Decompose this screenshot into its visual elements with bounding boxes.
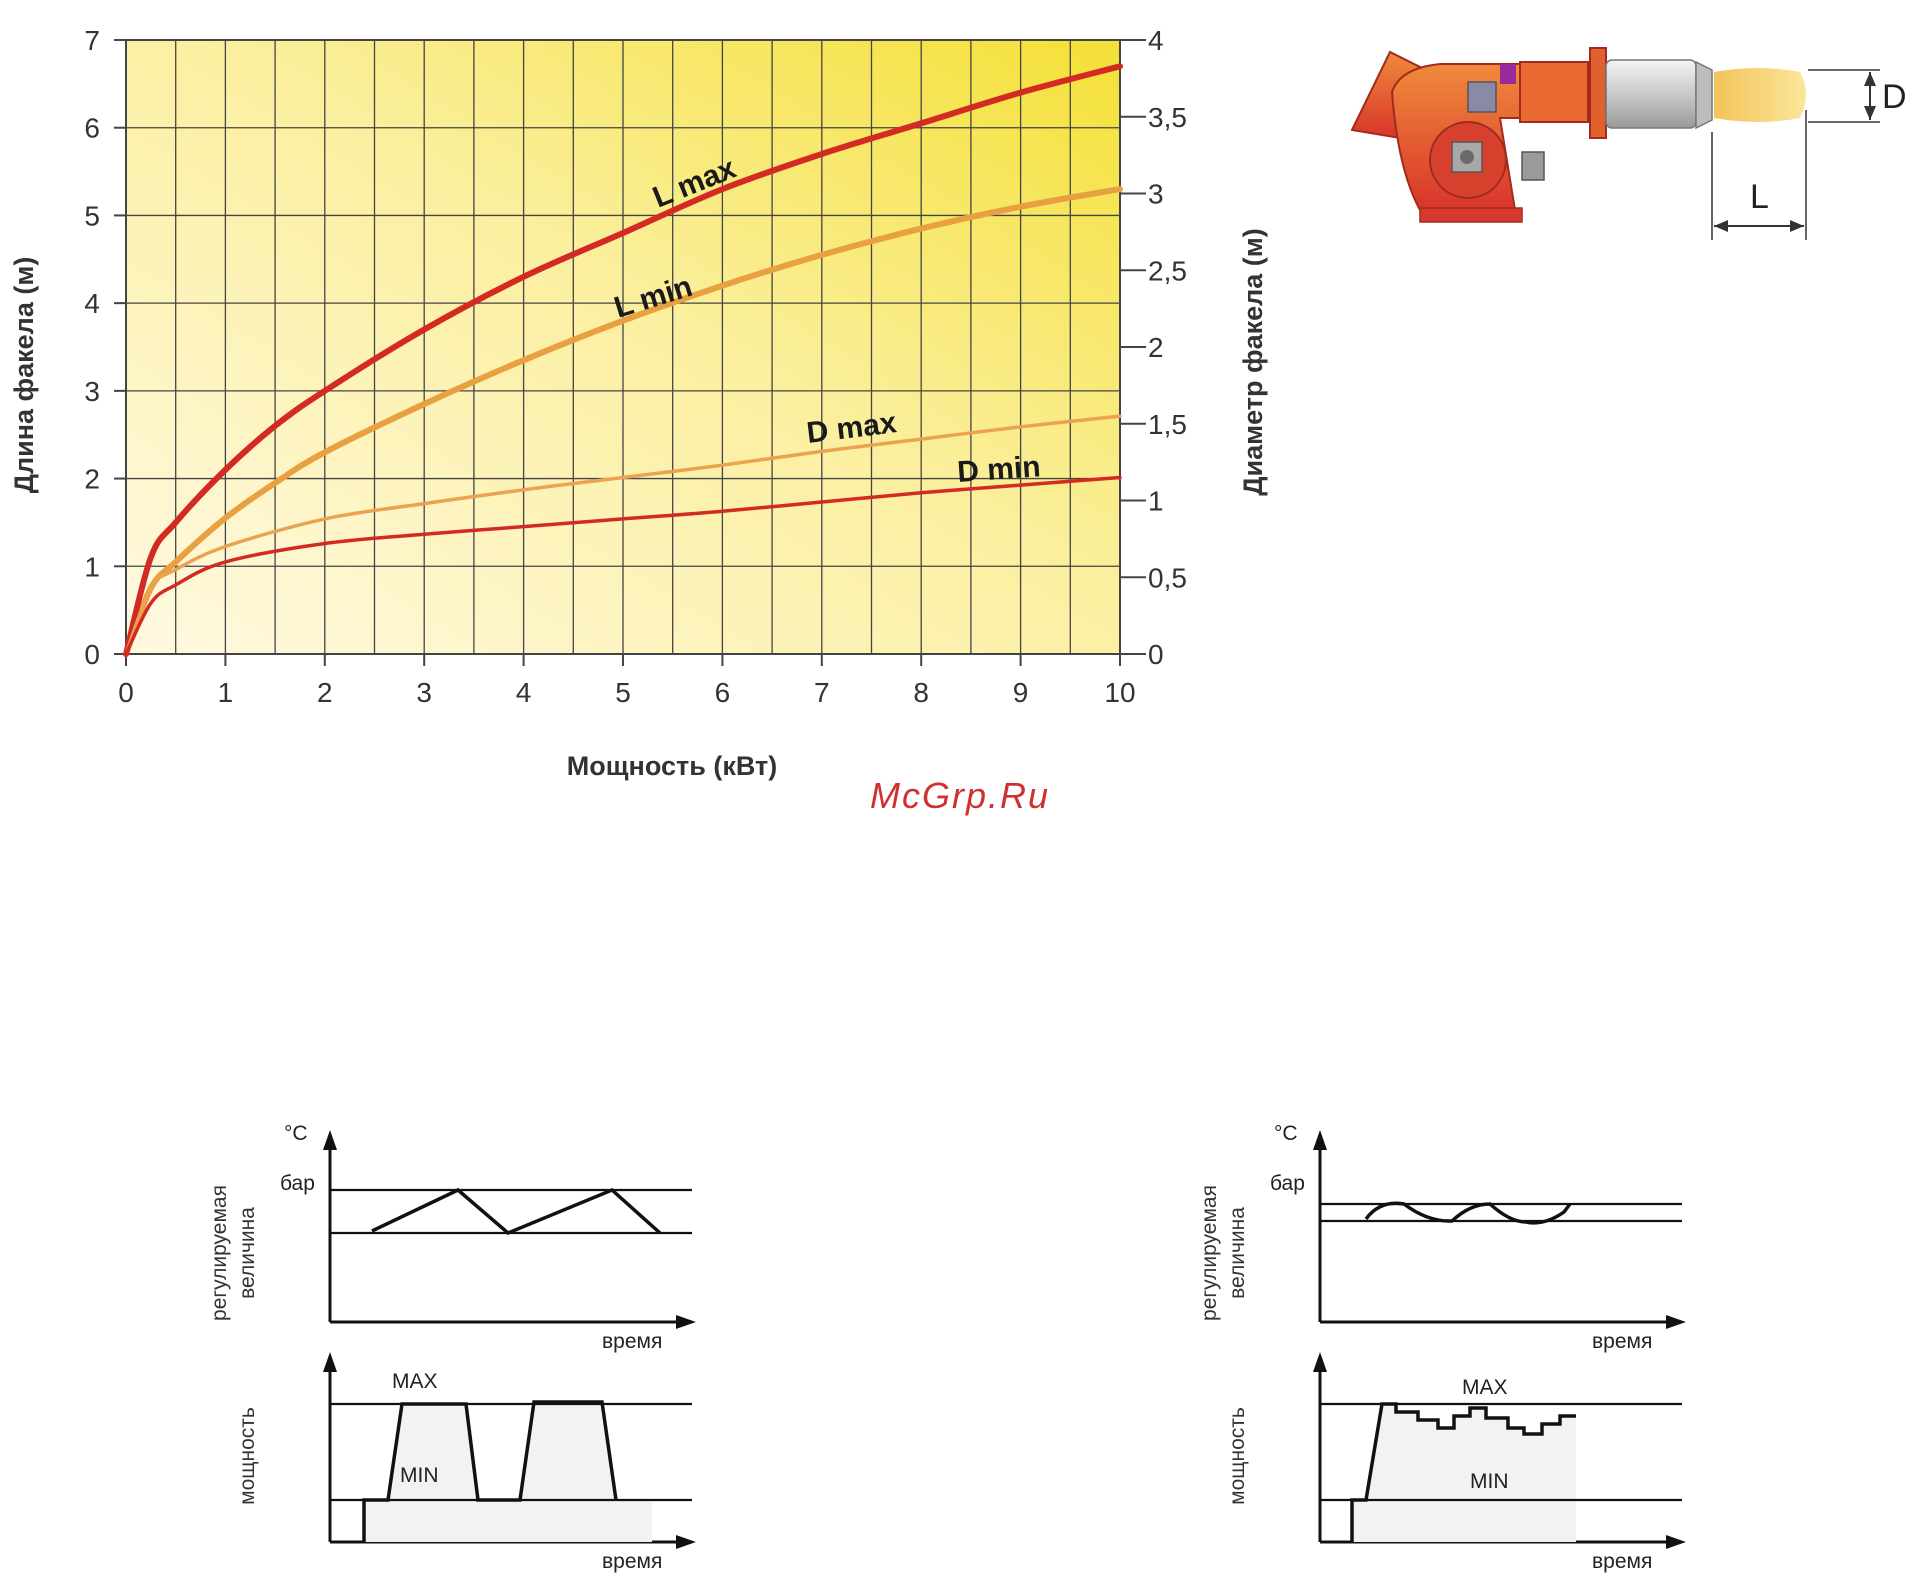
y-right-tick-label: 0,5 — [1148, 562, 1187, 593]
min-label: MIN — [400, 1464, 439, 1487]
y-right-tick-label: 3 — [1148, 179, 1164, 210]
series-line-d-min — [124, 475, 1122, 656]
power-line — [362, 1400, 618, 1542]
burner-nozzle-end — [1695, 60, 1713, 130]
y-label-line2: величина — [236, 1207, 259, 1299]
time-label-bottom: время — [1592, 1550, 1652, 1573]
unit-temp-label: °C — [1274, 1122, 1298, 1145]
time-label-top: время — [1592, 1330, 1652, 1353]
x-tick-label: 6 — [715, 677, 731, 708]
y-left-axis-title: Длина факела (м) — [9, 257, 39, 494]
y-right-axis-ticks: 0 0,5 1 1,5 2 2,5 3 3,5 4 — [1120, 25, 1187, 670]
y-left-tick-label: 2 — [84, 464, 100, 495]
watermark: McGrp.Ru — [870, 775, 1050, 816]
burner-flange — [1589, 47, 1607, 139]
y-left-tick-label: 6 — [84, 113, 100, 144]
x-tick-label: 4 — [516, 677, 532, 708]
axis-arrow-right-icon — [676, 1315, 696, 1329]
unit-bar-label: бар — [1270, 1172, 1305, 1195]
axis-arrow-right-icon — [1666, 1535, 1686, 1549]
x-axis-ticks: 0 1 2 3 4 5 6 7 8 9 10 — [118, 654, 1136, 708]
power-line — [1350, 1402, 1576, 1542]
x-tick-label: 8 — [913, 677, 929, 708]
y-label-line1: регулируемая — [1198, 1185, 1221, 1321]
max-label: MAX — [1462, 1376, 1508, 1399]
power-axis-label: мощность — [1226, 1407, 1249, 1505]
l-label: L — [1750, 178, 1769, 216]
regulation-scheme-modulating: °C бар время регулируемая величина время мощно… — [1198, 1122, 1686, 1573]
series-line-l-max — [123, 63, 1123, 657]
y-left-tick-label: 3 — [84, 376, 100, 407]
d-arrow-down-icon — [1864, 106, 1876, 120]
d-arrow-up-icon — [1864, 72, 1876, 86]
y-left-axis-ticks: 0 1 2 3 4 5 6 7 — [84, 25, 126, 670]
burner-connector — [1521, 151, 1545, 181]
y-right-tick-label: 1,5 — [1148, 409, 1187, 440]
burner-valve-cap — [1500, 64, 1516, 84]
y-right-axis-title: Диаметр факела (м) — [1238, 228, 1268, 496]
y-right-tick-label: 2,5 — [1148, 255, 1187, 286]
min-label: MIN — [1470, 1470, 1509, 1493]
y-left-tick-label: 7 — [84, 25, 100, 56]
burner-motor-shaft — [1460, 150, 1474, 164]
y-right-tick-label: 1 — [1148, 486, 1164, 517]
y-right-tick-label: 4 — [1148, 25, 1164, 56]
y-right-tick-label: 2 — [1148, 332, 1164, 363]
power-area — [1352, 1404, 1576, 1542]
x-tick-label: 5 — [615, 677, 631, 708]
controlled-value-line — [1364, 1201, 1572, 1225]
y-left-tick-label: 0 — [84, 639, 100, 670]
l-arrow-right-icon — [1790, 220, 1804, 232]
axis-arrow-right-icon — [1666, 1315, 1686, 1329]
burner-head — [1519, 61, 1589, 123]
x-tick-label: 0 — [118, 677, 134, 708]
axis-arrow-up-icon — [1313, 1352, 1327, 1372]
max-label: MAX — [392, 1370, 438, 1393]
unit-bar-label: бар — [280, 1172, 315, 1195]
series-label-d-min: D min — [956, 450, 1041, 489]
chart-series — [123, 63, 1123, 657]
axis-arrow-right-icon — [676, 1535, 696, 1549]
power-area — [364, 1402, 652, 1542]
series-line-l-min — [123, 186, 1123, 657]
flame-icon — [1714, 68, 1806, 122]
y-label-line2: величина — [1226, 1207, 1249, 1299]
y-left-tick-label: 5 — [84, 200, 100, 231]
burner-valve — [1467, 81, 1497, 113]
axis-arrow-up-icon — [323, 1352, 337, 1372]
y-label-line1: регулируемая — [208, 1185, 231, 1321]
y-left-tick-label: 1 — [84, 551, 100, 582]
x-tick-label: 7 — [814, 677, 830, 708]
burner-blast-tube — [1605, 59, 1697, 129]
burner-illustration: D L — [1350, 47, 1907, 240]
regulation-scheme-two-stage: °C бар время регулируемая величина время мощно… — [208, 1122, 696, 1573]
x-tick-label: 10 — [1104, 677, 1135, 708]
axis-arrow-up-icon — [323, 1130, 337, 1150]
x-tick-label: 9 — [1013, 677, 1029, 708]
time-label-bottom: время — [602, 1550, 662, 1573]
x-tick-label: 3 — [416, 677, 432, 708]
time-label-top: время — [602, 1330, 662, 1353]
power-axis-label: мощность — [236, 1407, 259, 1505]
x-tick-label: 2 — [317, 677, 333, 708]
axis-arrow-up-icon — [1313, 1130, 1327, 1150]
chart-grid — [126, 40, 1120, 654]
y-right-tick-label: 0 — [1148, 639, 1164, 670]
series-line-d-max — [124, 414, 1122, 656]
unit-temp-label: °C — [284, 1122, 308, 1145]
burner-base — [1419, 207, 1523, 223]
x-tick-label: 1 — [218, 677, 234, 708]
y-right-tick-label: 3,5 — [1148, 102, 1187, 133]
y-left-tick-label: 4 — [84, 288, 100, 319]
l-arrow-left-icon — [1714, 220, 1728, 232]
d-label: D — [1882, 78, 1907, 116]
controlled-value-line — [371, 1187, 662, 1236]
x-axis-title: Мощность (кВт) — [567, 751, 777, 781]
